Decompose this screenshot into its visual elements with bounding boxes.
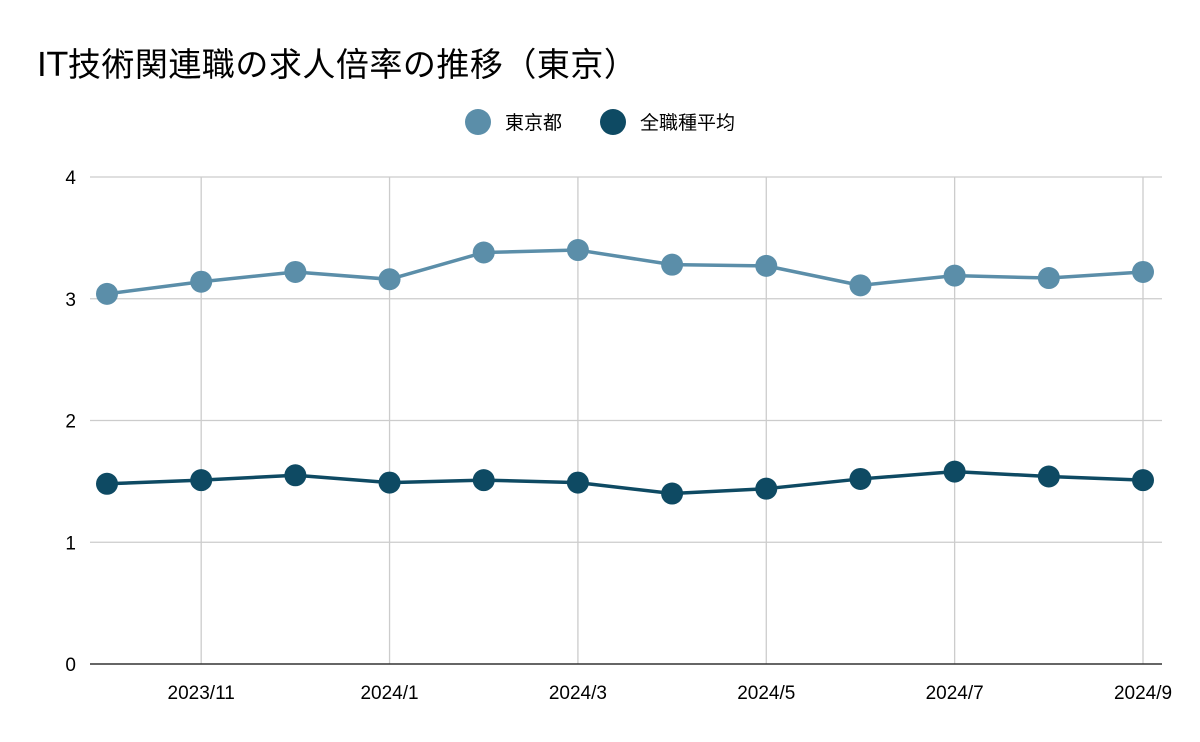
series-layer bbox=[96, 239, 1154, 505]
x-tick-label: 2024/5 bbox=[737, 683, 795, 704]
y-tick-label: 3 bbox=[65, 290, 76, 311]
legend-marker-tokyo bbox=[464, 108, 491, 135]
x-tick-label: 2023/11 bbox=[168, 683, 235, 704]
data-point bbox=[1037, 267, 1060, 290]
data-point bbox=[378, 268, 401, 291]
data-point bbox=[1037, 465, 1060, 488]
data-point bbox=[472, 469, 495, 492]
legend: 東京都 全職種平均 bbox=[0, 108, 1200, 135]
data-point bbox=[472, 241, 495, 264]
data-point bbox=[1132, 260, 1154, 283]
y-tick-label: 2 bbox=[65, 412, 76, 433]
chart-title: IT技術関連職の求人倍率の推移（東京） bbox=[37, 45, 638, 84]
data-point bbox=[190, 270, 213, 293]
data-point bbox=[943, 264, 966, 287]
data-point bbox=[96, 282, 118, 305]
data-point bbox=[661, 482, 684, 505]
data-point bbox=[849, 467, 872, 490]
data-point bbox=[566, 239, 589, 262]
data-point bbox=[849, 274, 872, 297]
y-tick-label: 0 bbox=[65, 655, 76, 676]
series-line bbox=[106, 469, 1144, 496]
data-point bbox=[755, 254, 778, 277]
series-all-jobs bbox=[96, 460, 1154, 505]
series-line bbox=[106, 248, 1144, 296]
data-point bbox=[1132, 469, 1154, 492]
data-point bbox=[566, 471, 589, 494]
data-point bbox=[661, 253, 684, 276]
x-tick-label: 2024/7 bbox=[926, 683, 984, 704]
data-point bbox=[284, 260, 307, 283]
series-tokyo bbox=[96, 239, 1154, 305]
legend-label-all-jobs: 全職種平均 bbox=[640, 112, 736, 134]
data-point bbox=[96, 472, 118, 495]
legend-marker-all-jobs bbox=[600, 108, 626, 135]
grid-layer bbox=[90, 176, 1162, 664]
y-tick-label: 4 bbox=[65, 168, 76, 189]
y-tick-label: 1 bbox=[65, 533, 76, 554]
data-point bbox=[755, 477, 778, 500]
data-point bbox=[378, 471, 401, 494]
data-point bbox=[943, 460, 966, 483]
legend-label-tokyo: 東京都 bbox=[504, 112, 562, 134]
data-point bbox=[190, 469, 213, 492]
legend-item-all-jobs[interactable]: 全職種平均 bbox=[600, 108, 735, 135]
data-point bbox=[284, 464, 307, 487]
legend-item-tokyo[interactable]: 東京都 bbox=[464, 108, 562, 135]
x-tick-label: 2024/1 bbox=[360, 683, 418, 704]
x-tick-label: 2024/9 bbox=[1114, 683, 1172, 704]
x-tick-label: 2024/3 bbox=[549, 683, 607, 704]
axis-layer: 0 1 2 3 4 2023/11 2024/1 2024/3 2024/5 2024/7 2024… bbox=[65, 168, 1172, 704]
